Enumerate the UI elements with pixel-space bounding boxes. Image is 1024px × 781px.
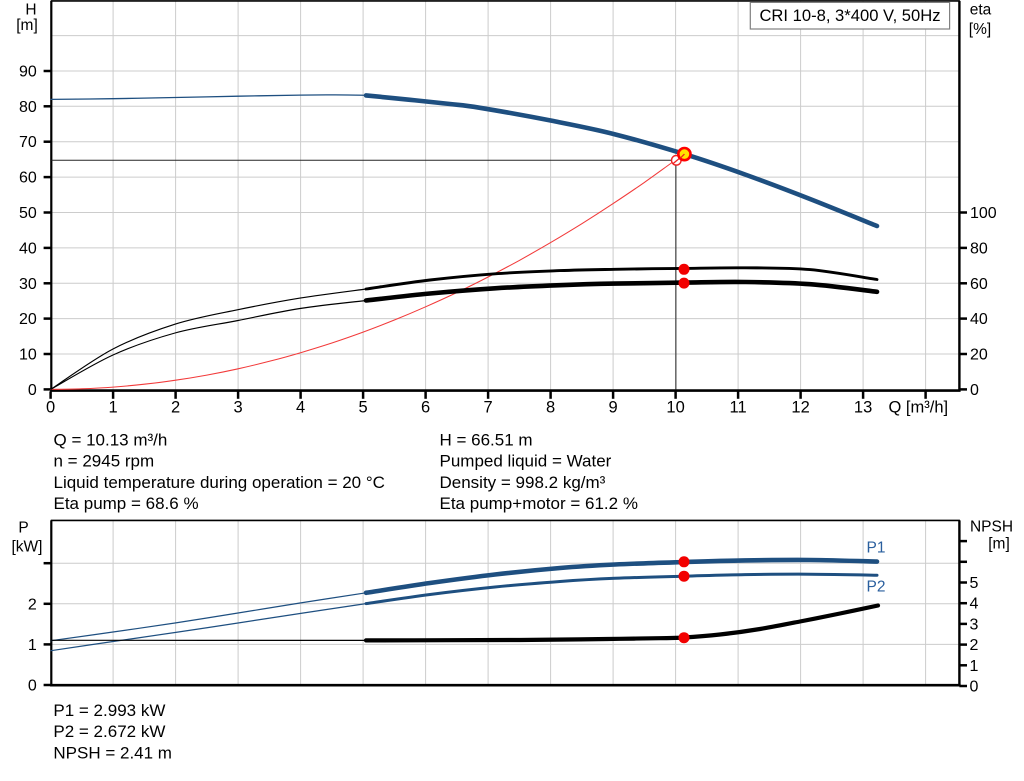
svg-text:[%]: [%] (969, 21, 991, 38)
svg-text:30: 30 (19, 276, 37, 293)
svg-text:60: 60 (19, 170, 37, 187)
svg-text:Eta pump+motor = 61.2 %: Eta pump+motor = 61.2 % (440, 494, 638, 513)
svg-text:H = 66.51 m: H = 66.51 m (440, 430, 533, 449)
svg-text:11: 11 (730, 399, 747, 417)
svg-text:eta: eta (970, 2, 992, 19)
svg-text:5: 5 (970, 575, 979, 592)
svg-text:70: 70 (19, 134, 37, 151)
svg-text:[m]: [m] (16, 17, 38, 34)
svg-text:0: 0 (46, 399, 55, 417)
svg-text:NPSH: NPSH (970, 519, 1013, 536)
svg-text:2: 2 (28, 596, 37, 613)
svg-text:100: 100 (970, 205, 997, 222)
svg-text:80: 80 (19, 99, 37, 116)
svg-text:40: 40 (19, 240, 37, 257)
svg-text:P2 = 2.672 kW: P2 = 2.672 kW (53, 722, 165, 741)
svg-text:[m]: [m] (988, 536, 1010, 553)
svg-text:H: H (25, 2, 36, 19)
svg-text:7: 7 (484, 399, 493, 417)
svg-text:Liquid temperature during oper: Liquid temperature during operation = 20… (54, 473, 385, 492)
svg-text:0: 0 (28, 678, 37, 695)
svg-text:90: 90 (19, 64, 37, 81)
svg-text:9: 9 (609, 399, 618, 417)
svg-text:Q = 10.13 m³/h: Q = 10.13 m³/h (54, 430, 168, 449)
svg-text:40: 40 (970, 311, 988, 328)
svg-text:4: 4 (970, 596, 979, 613)
svg-text:Q [m³/h]: Q [m³/h] (889, 399, 949, 417)
svg-text:2: 2 (970, 637, 979, 654)
svg-text:0: 0 (28, 382, 37, 399)
svg-text:12: 12 (791, 399, 809, 417)
svg-text:Eta pump = 68.6 %: Eta pump = 68.6 % (54, 494, 199, 513)
svg-text:P1 = 2.993 kW: P1 = 2.993 kW (53, 701, 165, 720)
svg-text:CRI 10-8, 3*400 V, 50Hz: CRI 10-8, 3*400 V, 50Hz (759, 6, 940, 25)
svg-text:6: 6 (421, 399, 430, 417)
svg-text:5: 5 (359, 399, 368, 417)
svg-text:P2: P2 (867, 579, 886, 596)
svg-text:1: 1 (970, 658, 979, 675)
svg-text:3: 3 (970, 616, 979, 633)
svg-text:50: 50 (19, 205, 37, 222)
svg-text:1: 1 (109, 399, 118, 417)
svg-text:10: 10 (666, 399, 684, 417)
svg-text:Pumped liquid = Water: Pumped liquid = Water (440, 452, 612, 471)
svg-text:0: 0 (970, 382, 979, 399)
svg-text:80: 80 (970, 240, 988, 257)
svg-text:20: 20 (970, 347, 988, 364)
svg-text:0: 0 (970, 679, 979, 696)
svg-text:P1: P1 (867, 540, 886, 557)
svg-text:2: 2 (171, 399, 180, 417)
svg-text:[kW]: [kW] (12, 539, 43, 556)
svg-text:13: 13 (854, 399, 872, 417)
svg-text:20: 20 (19, 311, 37, 328)
svg-text:NPSH = 2.41 m: NPSH = 2.41 m (53, 743, 172, 762)
svg-text:60: 60 (970, 276, 988, 293)
svg-text:n = 2945 rpm: n = 2945 rpm (54, 452, 155, 471)
svg-text:P: P (18, 520, 28, 537)
svg-text:8: 8 (546, 399, 555, 417)
svg-text:10: 10 (19, 347, 37, 364)
svg-text:4: 4 (296, 399, 305, 417)
svg-text:3: 3 (234, 399, 243, 417)
svg-text:1: 1 (28, 637, 37, 654)
svg-text:Density = 998.2 kg/m³: Density = 998.2 kg/m³ (440, 473, 606, 492)
